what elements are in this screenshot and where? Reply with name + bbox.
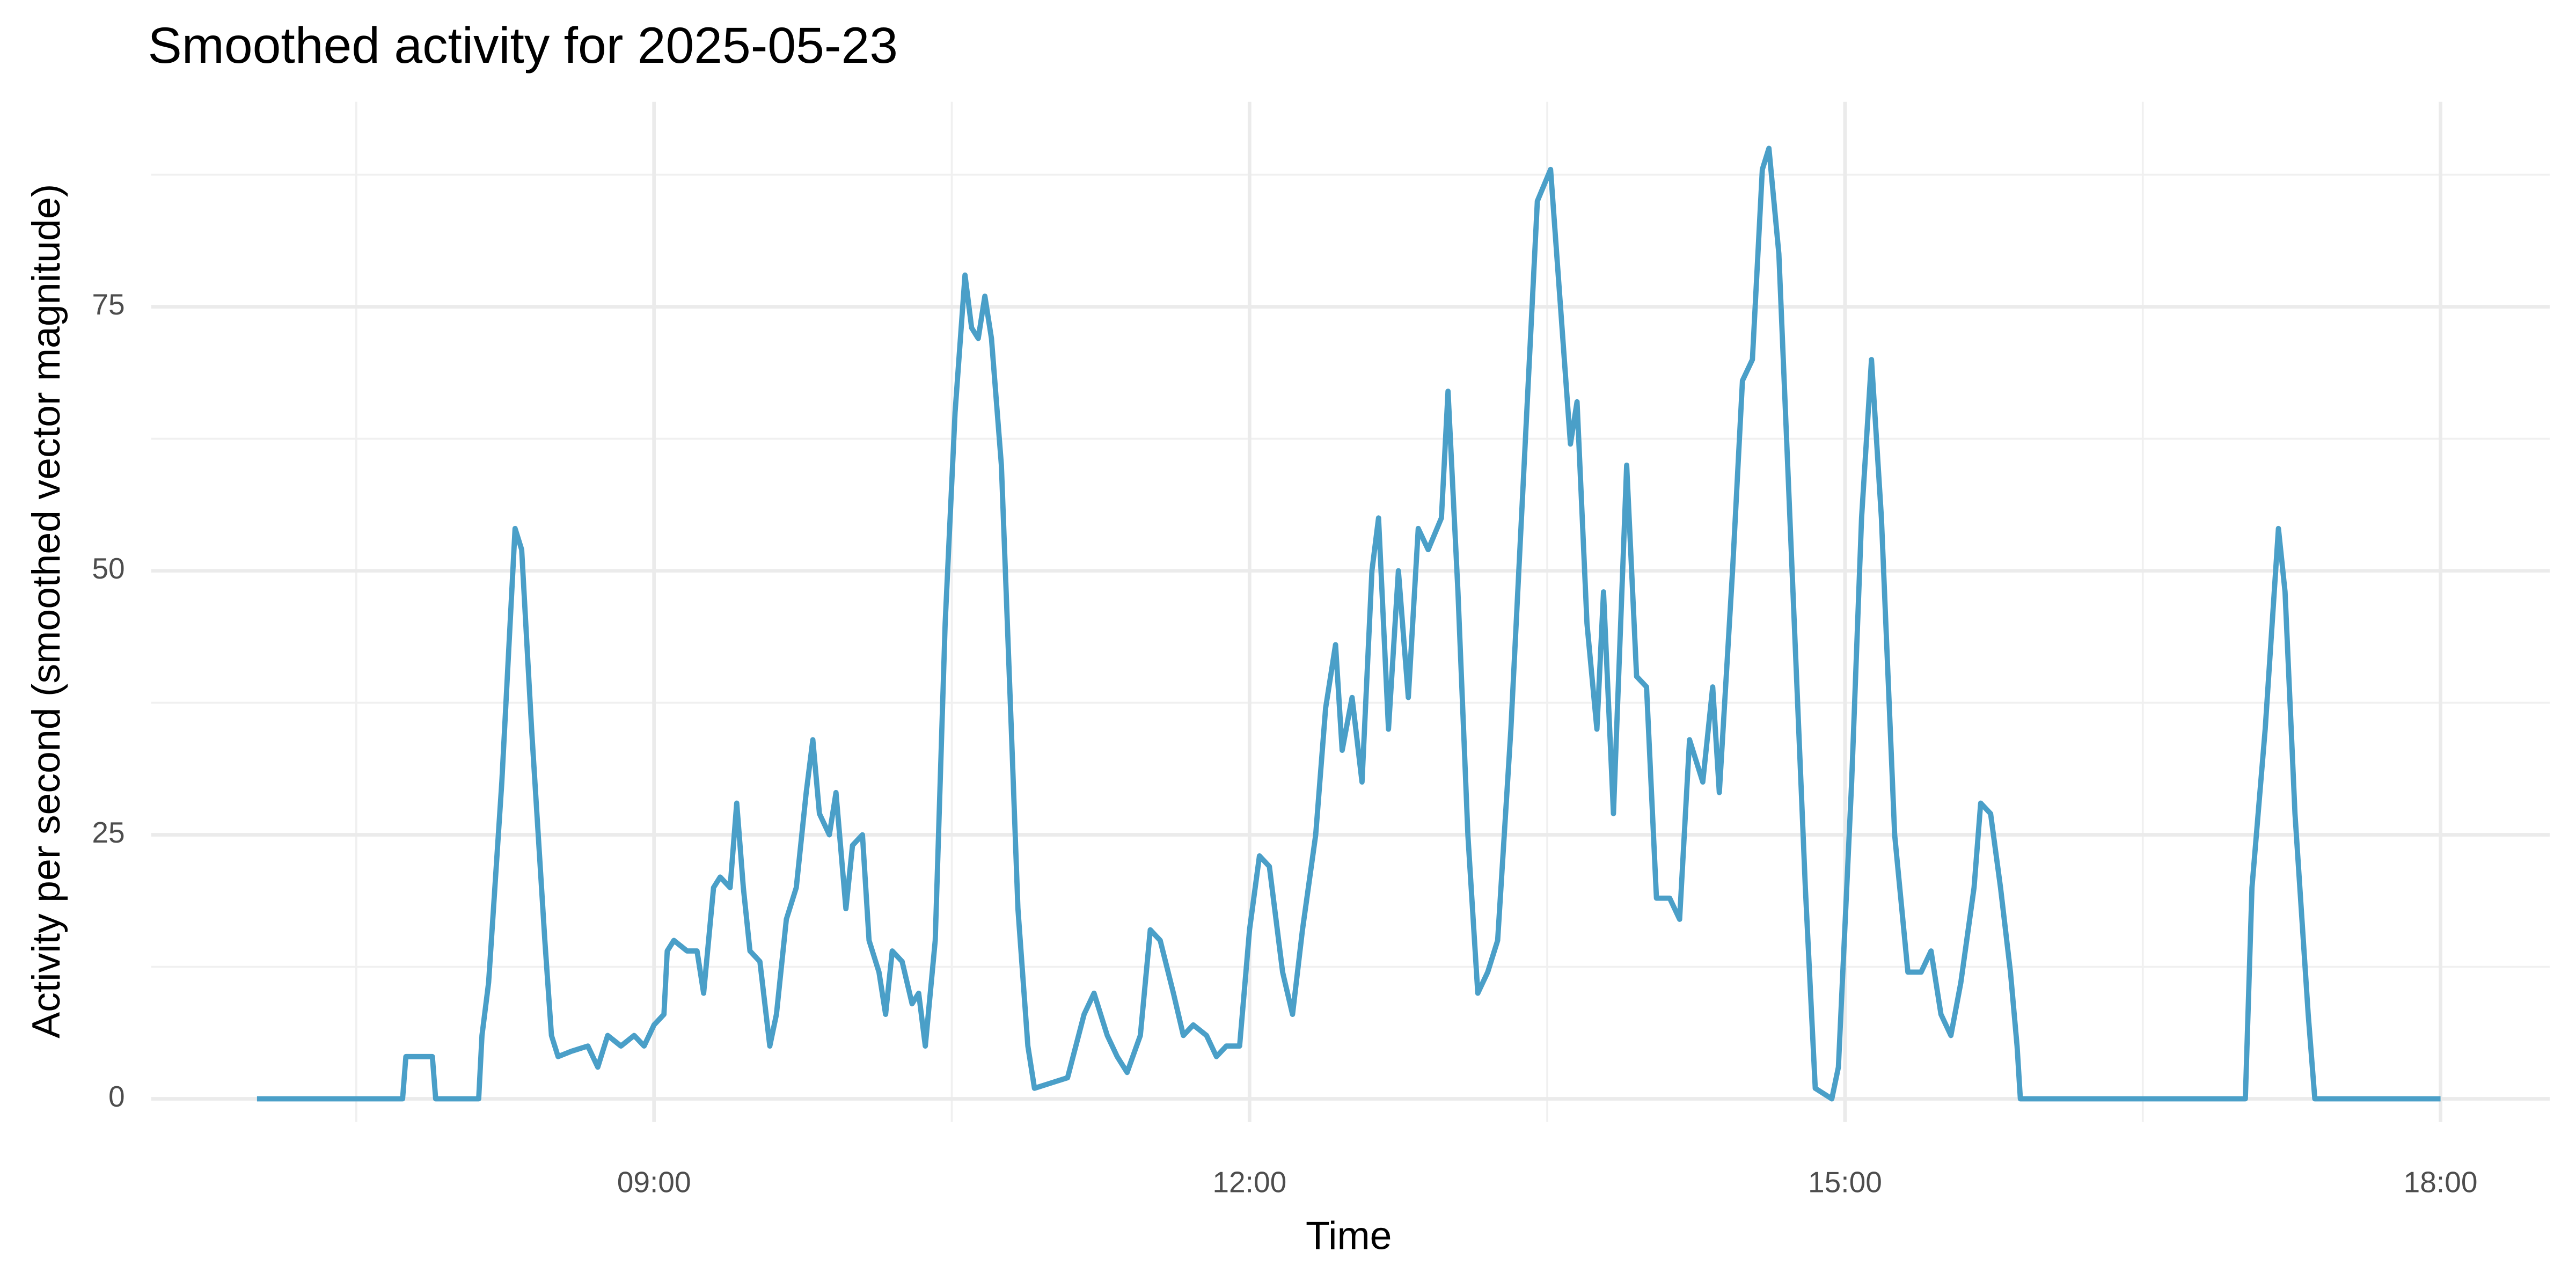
chart-title: Smoothed activity for 2025-05-23 — [148, 17, 898, 74]
y-axis-label: Activity per second (smoothed vector mag… — [24, 184, 68, 1038]
x-tick-label: 12:00 — [1212, 1166, 1286, 1199]
x-axis-label: Time — [1306, 1213, 1392, 1258]
x-tick-label: 18:00 — [2404, 1166, 2478, 1199]
data-line — [257, 145, 2441, 1102]
x-tick-label: 15:00 — [1808, 1166, 1882, 1199]
plot-area — [257, 145, 2441, 1102]
y-tick-label: 75 — [92, 288, 125, 321]
y-tick-label: 50 — [92, 552, 125, 585]
y-tick-label: 25 — [92, 816, 125, 849]
y-tick-label: 0 — [108, 1080, 125, 1113]
x-tick-label: 09:00 — [617, 1166, 691, 1199]
